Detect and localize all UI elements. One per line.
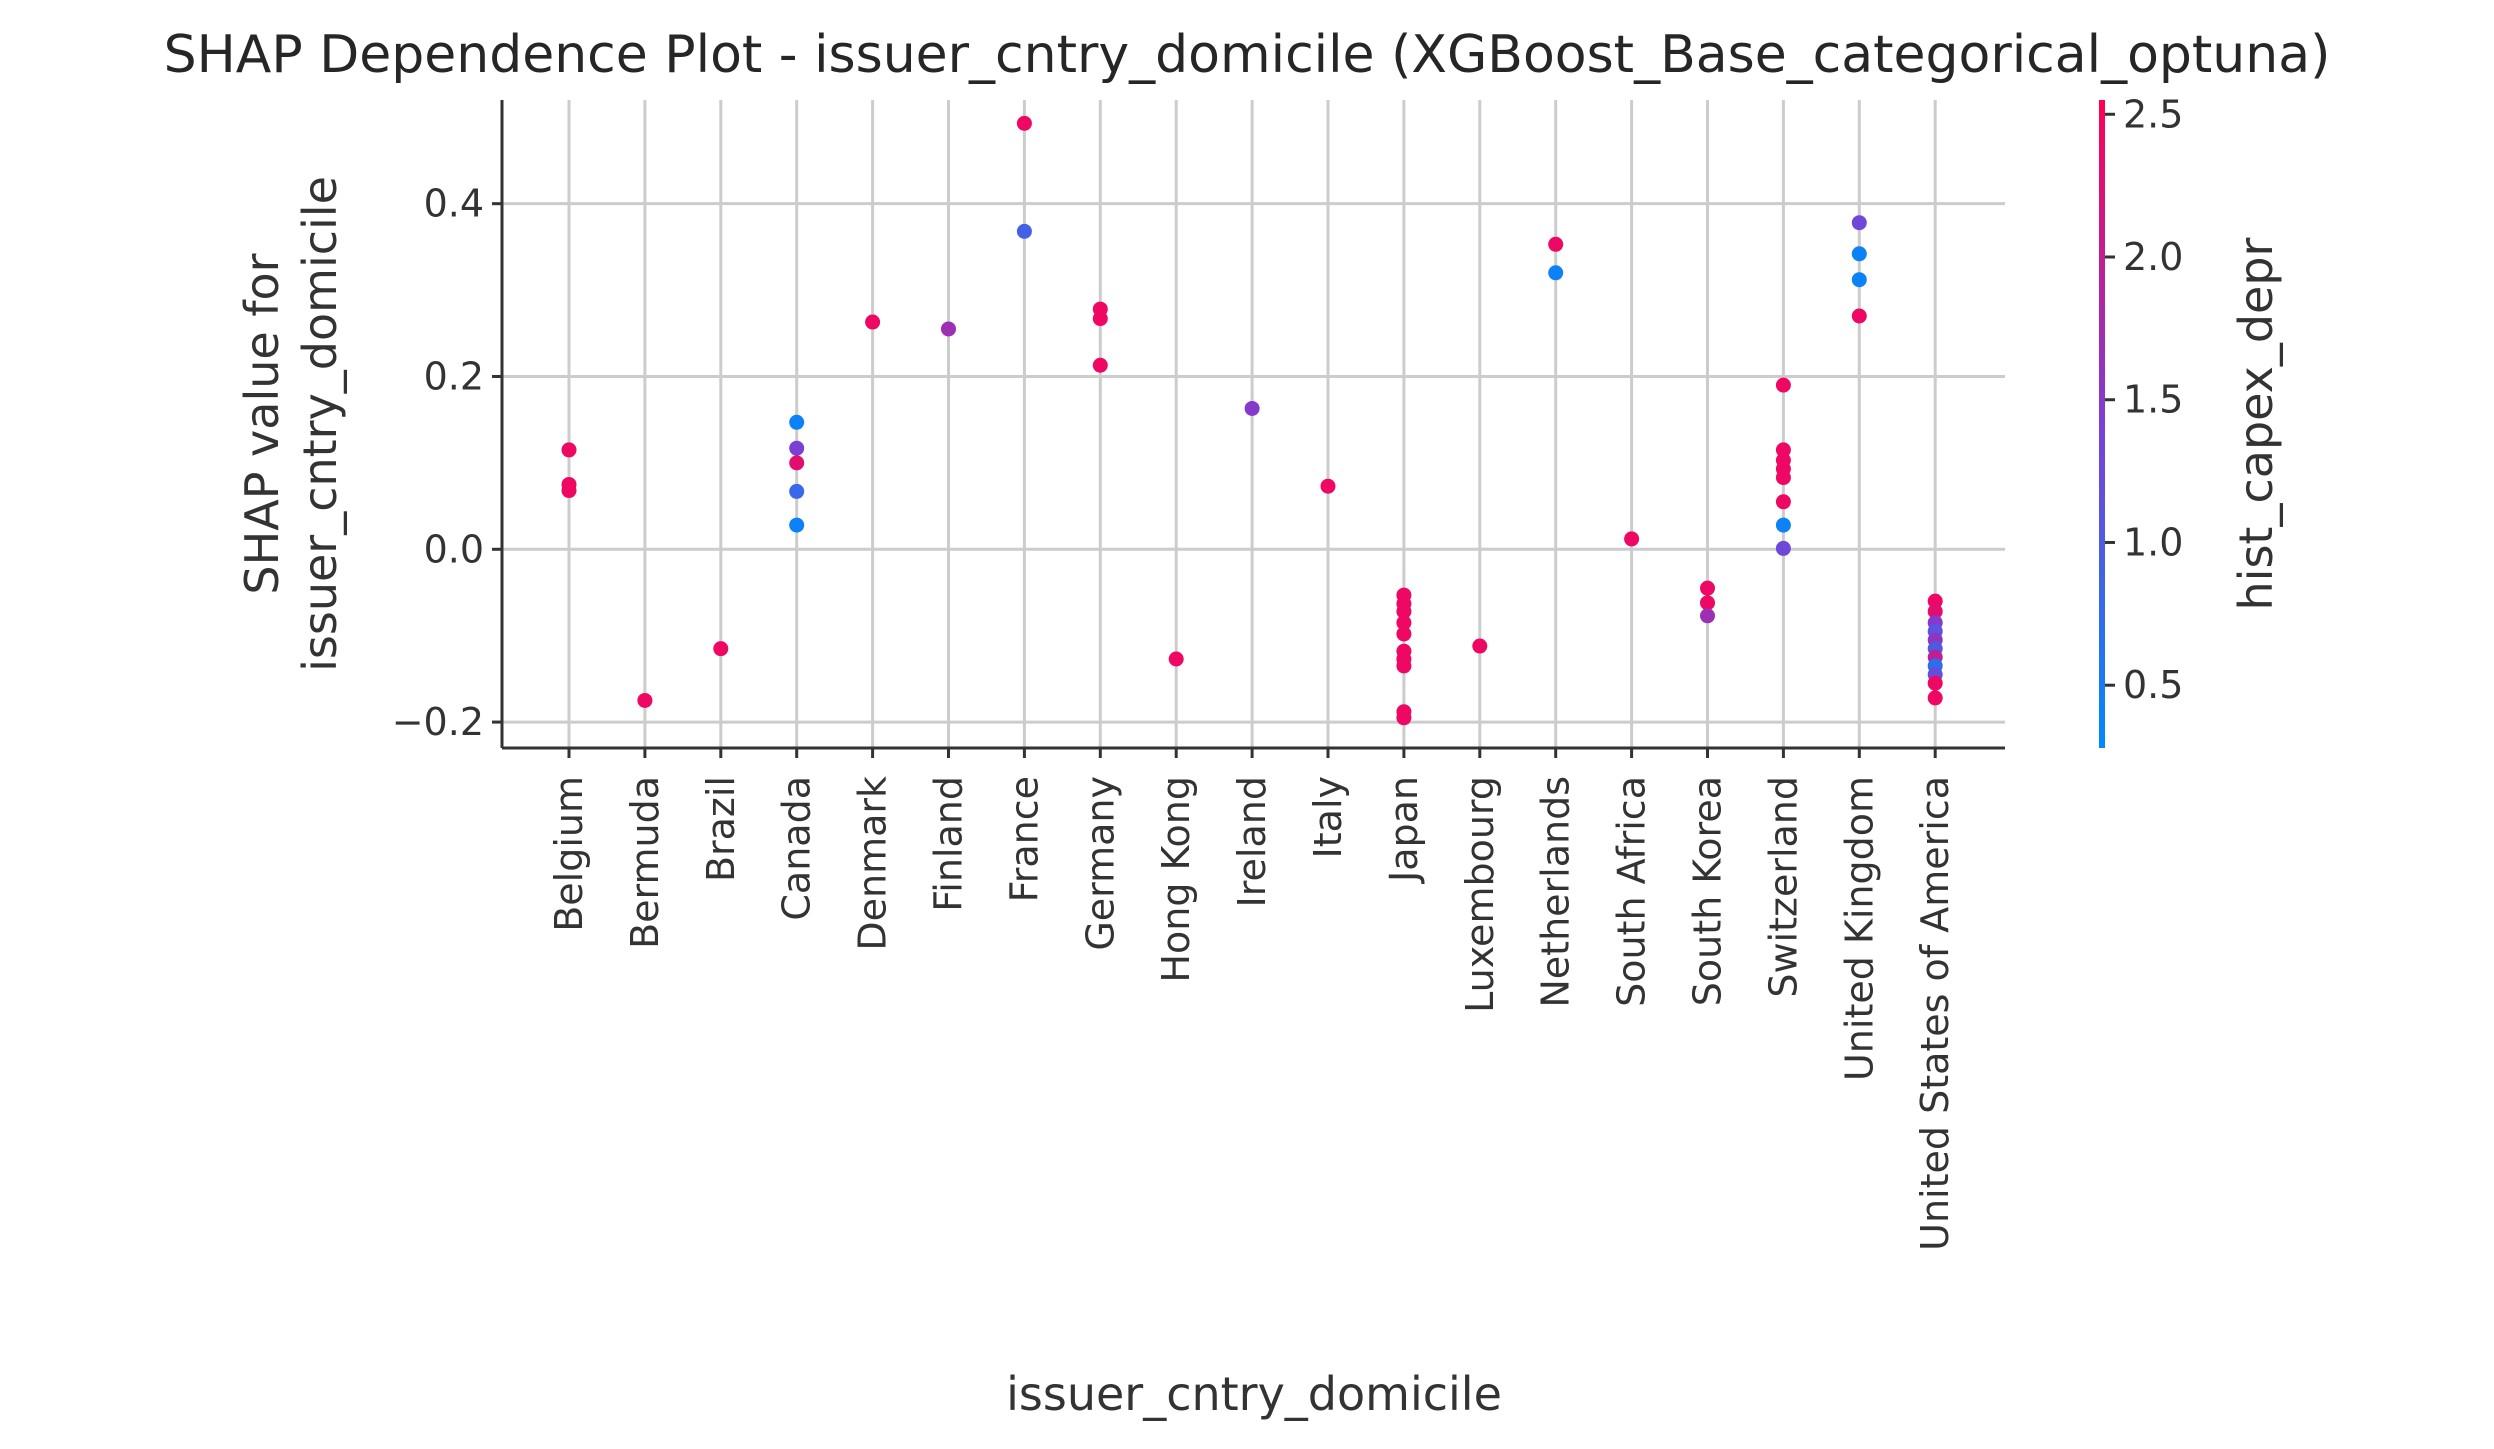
x-tick-label-finland: Finland bbox=[927, 776, 971, 912]
y-axis-ticks: −0.2 0.0 0.2 0.4 bbox=[392, 182, 502, 744]
scatter-point-netherlands bbox=[1548, 265, 1564, 281]
scatter-point-united-kingdom bbox=[1851, 215, 1867, 231]
scatter-point-germany bbox=[1092, 311, 1108, 327]
scatter-point-united-kingdom bbox=[1851, 272, 1867, 288]
x-tick-label-canada: Canada bbox=[775, 776, 819, 921]
scatter-point-japan bbox=[1396, 603, 1412, 619]
colorbar: 0.5 1.0 1.5 2.0 2.5 hist_capex_depr bbox=[2099, 92, 2283, 748]
scatter-point-switzerland bbox=[1775, 442, 1791, 458]
y-tick-label: 0.4 bbox=[424, 182, 484, 226]
scatter-point-united-states-of-america bbox=[1927, 690, 1943, 706]
scatter-point-united-kingdom bbox=[1851, 308, 1867, 324]
scatter-point-switzerland bbox=[1775, 377, 1791, 393]
x-tick-label-united-kingdom: United Kingdom bbox=[1837, 776, 1881, 1081]
scatter-point-luxembourg bbox=[1472, 638, 1488, 654]
scatter-point-germany bbox=[1092, 357, 1108, 373]
x-axis-ticks: Belgium Bermuda Brazil Canada Denmark Finland… bbox=[547, 748, 1957, 1251]
scatter-point-netherlands bbox=[1548, 236, 1564, 252]
scatter-point-denmark bbox=[865, 314, 881, 330]
scatter-point-italy bbox=[1320, 478, 1336, 494]
scatter-point-france bbox=[1016, 223, 1032, 239]
scatter-point-south-africa bbox=[1624, 531, 1640, 547]
scatter-point-ireland bbox=[1244, 400, 1260, 416]
scatter-point-switzerland bbox=[1775, 470, 1791, 486]
scatter-point-canada bbox=[789, 414, 805, 430]
x-tick-label-netherlands: Netherlands bbox=[1534, 776, 1578, 1008]
y-axis-title: SHAP value for issuer_cntry_domicile bbox=[235, 176, 347, 672]
scatter-point-japan bbox=[1396, 626, 1412, 642]
x-tick-label-south-korea: South Korea bbox=[1686, 776, 1730, 1006]
scatter-point-switzerland bbox=[1775, 494, 1791, 510]
scatter-point-south-korea bbox=[1700, 595, 1715, 611]
scatter-point-united-states-of-america bbox=[1927, 603, 1943, 619]
colorbar-label: hist_capex_depr bbox=[2229, 237, 2283, 610]
scatter-point-canada bbox=[789, 440, 805, 456]
x-tick-label-germany: Germany bbox=[1078, 776, 1122, 951]
scatter-point-belgium bbox=[561, 483, 577, 499]
scatter-point-japan bbox=[1396, 658, 1412, 674]
scatter-point-france bbox=[1016, 115, 1032, 131]
colorbar-tick-label: 2.0 bbox=[2123, 235, 2183, 279]
x-tick-label-denmark: Denmark bbox=[851, 776, 895, 951]
scatter-point-japan bbox=[1396, 615, 1412, 631]
x-axis-title: issuer_cntry_domicile bbox=[1006, 1367, 1502, 1421]
x-tick-label-bermuda: Bermuda bbox=[623, 776, 667, 949]
x-tick-label-japan: Japan bbox=[1382, 776, 1426, 884]
colorbar-gradient bbox=[2099, 100, 2105, 748]
scatter-point-switzerland bbox=[1775, 540, 1791, 556]
y-axis-title-line-1: SHAP value for bbox=[235, 253, 289, 594]
y-tick-label: 0.2 bbox=[424, 354, 484, 398]
x-tick-label-south-africa: South Africa bbox=[1610, 776, 1654, 1007]
scatter-point-japan bbox=[1396, 710, 1412, 726]
x-tick-label-france: France bbox=[1002, 776, 1046, 902]
colorbar-tick-label: 2.5 bbox=[2123, 92, 2183, 136]
x-tick-label-brazil: Brazil bbox=[699, 776, 743, 882]
scatter-point-south-korea bbox=[1700, 608, 1715, 624]
scatter-point-brazil bbox=[713, 641, 729, 657]
scatter-point-hong-kong bbox=[1168, 651, 1184, 667]
scatter-point-belgium bbox=[561, 442, 577, 458]
scatter-point-united-states-of-america bbox=[1927, 675, 1943, 691]
colorbar-tick-label: 0.5 bbox=[2123, 663, 2183, 707]
scatter-point-united-states-of-america bbox=[1927, 593, 1943, 609]
y-tick-label: 0.0 bbox=[424, 527, 484, 571]
scatter-point-south-korea bbox=[1700, 580, 1715, 596]
colorbar-tick-label: 1.5 bbox=[2123, 378, 2183, 422]
scatter-point-finland bbox=[941, 321, 956, 337]
scatter-points bbox=[561, 115, 1943, 726]
x-tick-label-hong-kong: Hong Kong bbox=[1154, 776, 1198, 983]
scatter-point-canada bbox=[789, 517, 805, 533]
x-tick-label-switzerland: Switzerland bbox=[1761, 776, 1805, 998]
scatter-point-bermuda bbox=[637, 692, 653, 708]
x-tick-label-belgium: Belgium bbox=[547, 776, 591, 932]
y-tick-label: −0.2 bbox=[392, 700, 484, 744]
x-tick-label-united-states-of-america: United States of America bbox=[1913, 776, 1957, 1251]
scatter-point-united-kingdom bbox=[1851, 246, 1867, 262]
scatter-point-canada bbox=[789, 455, 805, 471]
x-tick-label-italy: Italy bbox=[1306, 776, 1350, 858]
scatter-point-switzerland bbox=[1775, 517, 1791, 533]
scatter-point-canada bbox=[789, 483, 805, 499]
x-tick-label-ireland: Ireland bbox=[1230, 776, 1274, 907]
colorbar-tick-label: 1.0 bbox=[2123, 520, 2183, 564]
colorbar-ticks: 0.5 1.0 1.5 2.0 2.5 bbox=[2105, 92, 2183, 707]
x-tick-label-luxembourg: Luxembourg bbox=[1458, 776, 1502, 1013]
chart-title: SHAP Dependence Plot - issuer_cntry_domi… bbox=[164, 25, 2331, 85]
y-axis-title-line-2: issuer_cntry_domicile bbox=[293, 176, 347, 672]
